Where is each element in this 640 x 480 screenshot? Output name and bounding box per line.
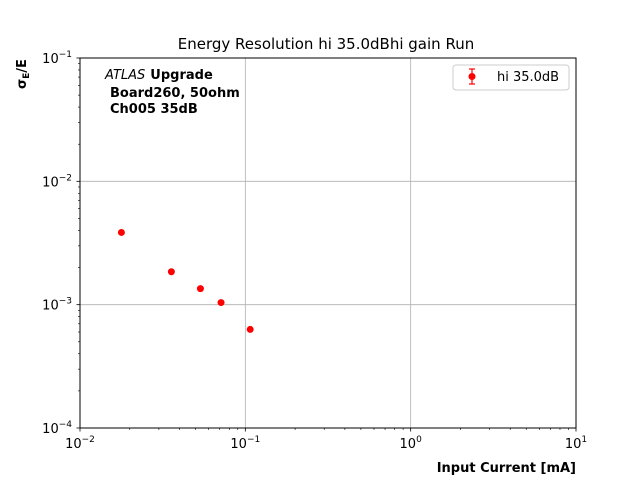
legend-marker <box>468 73 476 80</box>
x-tick-label: 10−1 <box>230 435 260 452</box>
x-axis-label: Input Current [mA] <box>437 461 576 476</box>
data-point <box>117 228 125 236</box>
x-tick-label: 10−2 <box>65 435 95 452</box>
x-tick-base: 10 <box>565 437 582 452</box>
x-tick-base: 10 <box>230 437 247 452</box>
y-tick-exp: −2 <box>59 173 72 183</box>
x-tick-base: 10 <box>400 437 417 452</box>
y-tick-label: 10−2 <box>42 173 72 190</box>
x-tick-exp: −1 <box>247 435 260 445</box>
y-tick-label: 10−1 <box>42 50 72 67</box>
atlas-annotation: ATLAS Upgrade Board260, 50ohm Ch005 35dB <box>104 68 240 117</box>
y-axis-label-sub: E <box>22 73 32 79</box>
legend-box <box>452 64 570 91</box>
y-axis-label-main: σ <box>15 79 30 89</box>
data-points <box>117 228 254 333</box>
y-tick-label: 10−4 <box>42 420 72 437</box>
x-tick-exp: 1 <box>581 435 587 445</box>
data-point <box>246 325 254 333</box>
x-tick-exp: −2 <box>82 435 95 445</box>
y-tick-base: 10 <box>42 175 59 190</box>
data-point <box>196 285 204 293</box>
data-point <box>167 268 175 276</box>
y-tick-exp: −4 <box>59 420 73 430</box>
y-tick-base: 10 <box>42 299 59 314</box>
legend: hi 35.0dB <box>452 64 570 91</box>
annotation-board: Board260, 50ohm <box>110 86 240 101</box>
y-axis-label: σE/E <box>15 59 32 89</box>
y-axis-ticks: 10−410−310−210−1 <box>42 50 80 437</box>
annotation-channel: Ch005 35dB <box>110 102 198 117</box>
y-tick-base: 10 <box>42 422 59 437</box>
chart-title: Energy Resolution hi 35.0dBhi gain Run <box>178 35 474 53</box>
x-tick-label: 101 <box>565 435 587 452</box>
y-tick-exp: −3 <box>59 297 72 307</box>
x-tick-label: 100 <box>400 435 423 452</box>
data-point <box>217 299 225 307</box>
y-tick-exp: −1 <box>59 50 72 60</box>
x-axis-ticks: 10−2 10−1 100 101 <box>65 428 587 452</box>
y-axis-label-tail: /E <box>15 59 30 73</box>
annotation-upgrade: Upgrade <box>150 68 213 83</box>
x-tick-exp: 0 <box>416 435 422 445</box>
y-tick-label: 10−3 <box>42 297 72 314</box>
y-tick-base: 10 <box>42 52 59 67</box>
x-tick-base: 10 <box>65 437 82 452</box>
plot-frame <box>79 57 577 429</box>
legend-label: hi 35.0dB <box>497 70 559 85</box>
annotation-atlas: ATLAS <box>104 68 145 83</box>
